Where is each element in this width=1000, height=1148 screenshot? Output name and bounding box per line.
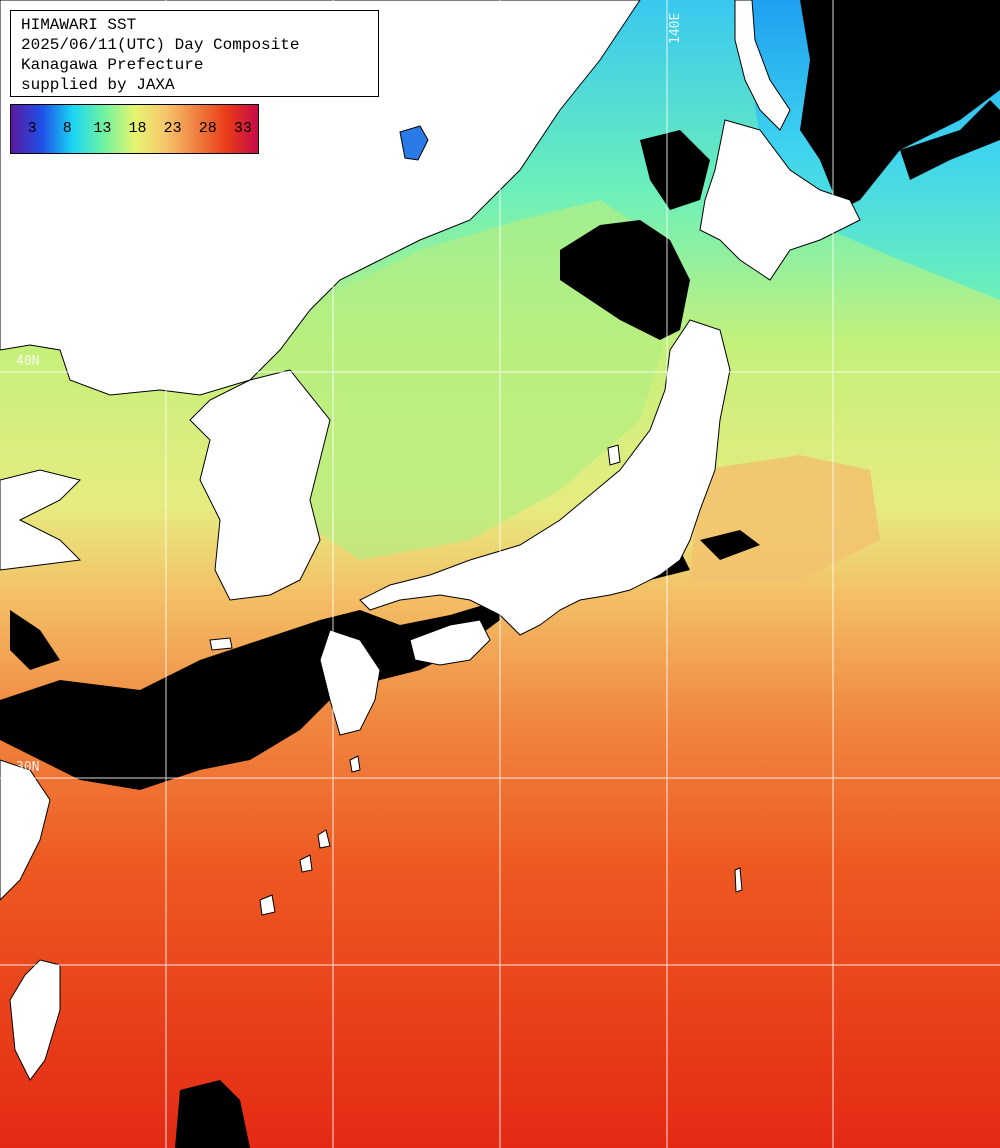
china-coast [0, 469, 82, 571]
colorbar-tick-label: 28 [198, 120, 217, 137]
lat-label-30n: 30N [16, 760, 40, 775]
honshu [359, 319, 731, 636]
title-line-credit: supplied by JAXA [21, 76, 175, 94]
sst-colorbar: 3 8 13 18 23 28 33 [10, 104, 259, 154]
lon-label-140e: 140E [668, 12, 683, 44]
nansei-islands [259, 755, 743, 916]
title-line-date: 2025/06/11(UTC) Day Composite [21, 36, 300, 54]
small-cloud-island [399, 125, 429, 161]
lat-label-40n: 40N [16, 354, 40, 369]
colorbar-tick-label: 3 [27, 120, 37, 137]
title-line-region: Kanagawa Prefecture [21, 56, 204, 74]
china-coast-south [0, 759, 51, 901]
colorbar-tick-label: 13 [93, 120, 112, 137]
title-box: HIMAWARI SST 2025/06/11(UTC) Day Composi… [10, 10, 379, 97]
colorbar-ticks: 3 8 13 18 23 28 33 [11, 120, 258, 140]
hokkaido [699, 119, 861, 281]
korean-peninsula [189, 369, 331, 601]
sakhalin [734, 0, 791, 131]
asian-mainland [0, 0, 641, 396]
title-line-product: HIMAWARI SST [21, 16, 137, 34]
shikoku [409, 619, 491, 666]
colorbar-tick-label: 23 [163, 120, 182, 137]
colorbar-tick-label: 33 [233, 120, 252, 137]
land [0, 0, 861, 1081]
taiwan [9, 959, 61, 1081]
jeju-island [209, 637, 233, 651]
sea-of-japan [250, 200, 665, 560]
kyushu [319, 629, 381, 736]
sado-island [607, 444, 621, 466]
colorbar-tick-label: 8 [62, 120, 72, 137]
colorbar-tick-label: 18 [128, 120, 147, 137]
